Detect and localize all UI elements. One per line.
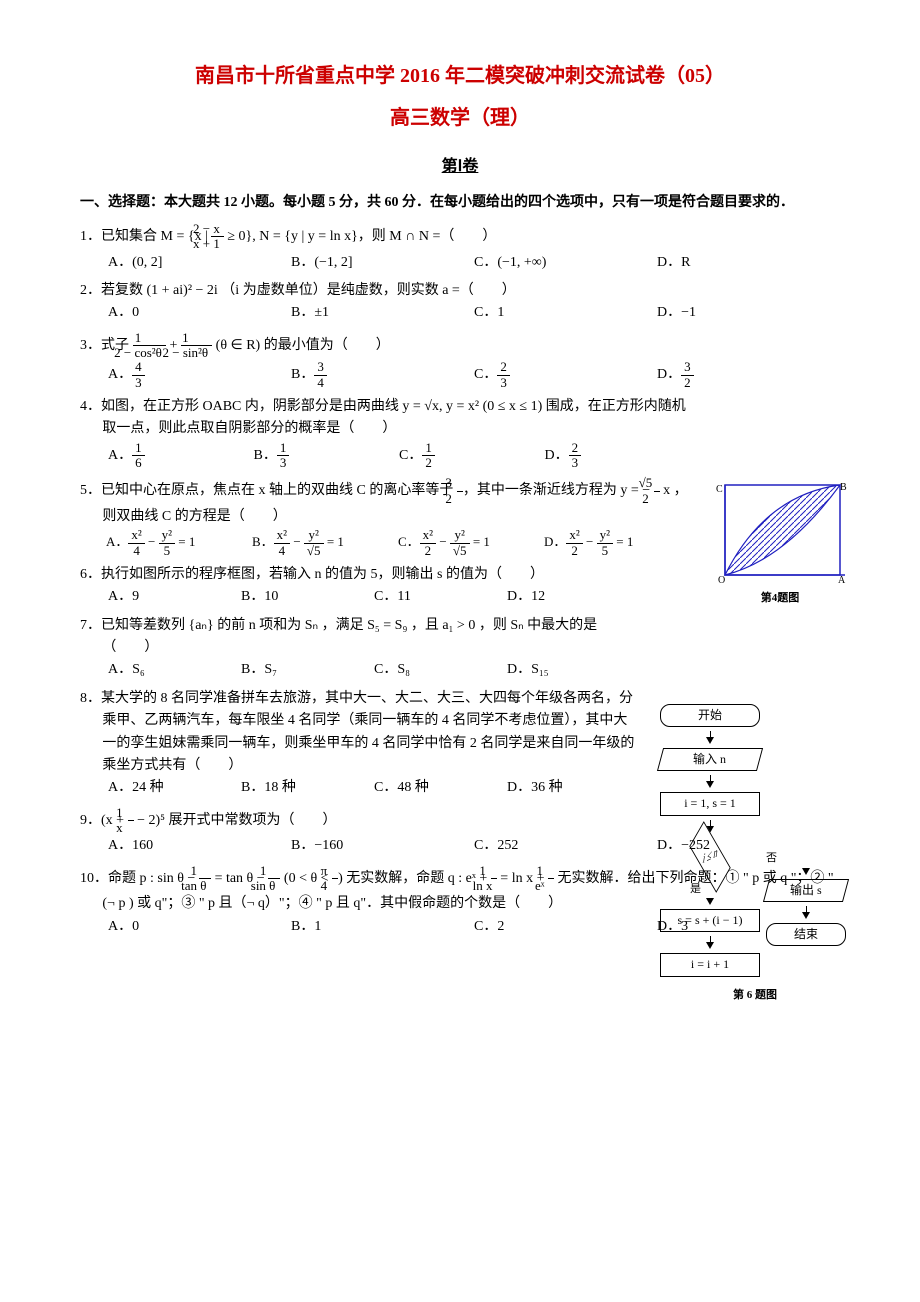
q5-opt-a: A．x²4 − y²5 = 1 bbox=[106, 528, 252, 558]
q4-options: A．16 B．13 C．12 D．23 bbox=[80, 441, 690, 471]
q8-num: 8． bbox=[80, 691, 101, 706]
q7-text: 已知等差数列 {aₙ} 的前 n 项和为 Sₙ ，满足 S₅ = S₉ ，且 a… bbox=[101, 618, 597, 655]
q2-opt-a: A．0 bbox=[108, 302, 291, 324]
q9-opt-b: B．−160 bbox=[291, 835, 474, 857]
q7-opt-c: C．S₈ bbox=[374, 659, 507, 681]
q3-frac1: 12 − cos²θ bbox=[133, 331, 166, 361]
q10-opt-c: C．2 bbox=[474, 916, 657, 938]
q3-opt-a: A．43 bbox=[108, 360, 291, 390]
q10-opt-a: A．0 bbox=[108, 916, 291, 938]
fig6-label: 第 6 题图 bbox=[660, 987, 850, 1005]
q1-text-b: ≥ 0}, N = {y | y = ln x}，则 M ∩ N =（ ） bbox=[224, 229, 497, 244]
fig4-B: B bbox=[840, 482, 847, 493]
q9-text-b: − 2)⁵ 展开式中常数项为（ ） bbox=[134, 813, 337, 828]
q2-opt-b: B．±1 bbox=[291, 302, 474, 324]
question-4: 4．如图，在正方形 OABC 内，阴影部分是由两曲线 y = √x, y = x… bbox=[80, 396, 840, 470]
q5-opt-c: C．x²2 − y²√5 = 1 bbox=[398, 528, 544, 558]
q4-num: 4． bbox=[80, 399, 101, 414]
flow-step2: i = i + 1 bbox=[660, 953, 760, 976]
q8-opt-c: C．48 种 bbox=[374, 777, 507, 799]
q6-opt-b: B．10 bbox=[241, 586, 374, 608]
q2-opt-c: C．1 bbox=[474, 302, 657, 324]
q6-opt-a: A．9 bbox=[108, 586, 241, 608]
sub-title: 高三数学（理） bbox=[80, 102, 840, 134]
main-title: 南昌市十所省重点中学 2016 年二模突破冲刺交流试卷（05） bbox=[80, 60, 840, 92]
q9-options: A．160 B．−160 C．252 D．−252 bbox=[80, 835, 840, 857]
q6-options: A．9 B．10 C．11 D．12 bbox=[80, 586, 640, 608]
q8-opt-a: A．24 种 bbox=[108, 777, 241, 799]
q5-opt-b: B．x²4 − y²√5 = 1 bbox=[252, 528, 398, 558]
question-5: 5．已知中心在原点，焦点在 x 轴上的双曲线 C 的离心率等于 32，其中一条渐… bbox=[80, 476, 840, 558]
instructions: 一、选择题：本大题共 12 小题。每小题 5 分，共 60 分．在每小题给出的四… bbox=[80, 192, 840, 214]
q9-opt-a: A．160 bbox=[108, 835, 291, 857]
q2-num: 2． bbox=[80, 283, 101, 298]
q4-opt-a: A．16 bbox=[108, 441, 254, 471]
q4-text: 如图，在正方形 OABC 内，阴影部分是由两曲线 y = √x, y = x² … bbox=[101, 399, 686, 436]
question-9: 9．(x + 1x − 2)⁵ 展开式中常数项为（ ） A．160 B．−160… bbox=[80, 806, 840, 858]
q9-num: 9． bbox=[80, 813, 101, 828]
q1-frac: 2 − xx + 1 bbox=[211, 222, 224, 252]
q8-text: 某大学的 8 名同学准备拼车去旅游，其中大一、大二、大三、大四每个年级各两名，分… bbox=[101, 691, 634, 773]
q6-text: 执行如图所示的程序框图，若输入 n 的值为 5，则输出 s 的值为（ ） bbox=[101, 567, 544, 582]
q6-opt-c: C．11 bbox=[374, 586, 507, 608]
q7-opt-b: B．S₇ bbox=[241, 659, 374, 681]
q1-options: A．(0, 2] B．(−1, 2] C．(−1, +∞) D．R bbox=[80, 252, 840, 274]
q5-text-b: ，其中一条渐近线方程为 y = − bbox=[463, 483, 654, 498]
q9-text-a: (x + bbox=[101, 813, 128, 828]
q2-text: 若复数 (1 + ai)² − 2i （i 为虚数单位）是纯虚数，则实数 a =… bbox=[101, 283, 516, 298]
q8-opt-b: B．18 种 bbox=[241, 777, 374, 799]
q3-opt-c: C．23 bbox=[474, 360, 657, 390]
question-3: 3．式子 12 − cos²θ + 12 − sin²θ (θ ∈ R) 的最小… bbox=[80, 331, 840, 390]
q10-opt-d: D．3 bbox=[657, 916, 840, 938]
section-title: 第Ⅰ卷 bbox=[80, 154, 840, 180]
q4-opt-c: C．12 bbox=[399, 441, 545, 471]
q7-opt-d: D．S₁₅ bbox=[507, 659, 640, 681]
q9-opt-c: C．252 bbox=[474, 835, 657, 857]
q3-text-b: (θ ∈ R) 的最小值为（ ） bbox=[212, 338, 390, 353]
q8-opt-d: D．36 种 bbox=[507, 777, 640, 799]
q10-text-d: ) 无实数解，命题 q : eˣ + bbox=[338, 871, 491, 886]
q5-num: 5． bbox=[80, 483, 101, 498]
q6-num: 6． bbox=[80, 567, 101, 582]
q4-opt-d: D．23 bbox=[545, 441, 691, 471]
q3-num: 3． bbox=[80, 338, 101, 353]
q7-options: A．S₆ B．S₇ C．S₈ D．S₁₅ bbox=[80, 659, 640, 681]
q7-num: 7． bbox=[80, 618, 101, 633]
q5-text-a: 已知中心在原点，焦点在 x 轴上的双曲线 C 的离心率等于 bbox=[101, 483, 457, 498]
question-6: 6．执行如图所示的程序框图，若输入 n 的值为 5，则输出 s 的值为（ ） A… bbox=[80, 564, 840, 609]
q1-opt-d: D．R bbox=[657, 252, 840, 274]
q8-options: A．24 种 B．18 种 C．48 种 D．36 种 bbox=[80, 777, 640, 799]
q4-opt-b: B．13 bbox=[254, 441, 400, 471]
q1-opt-b: B．(−1, 2] bbox=[291, 252, 474, 274]
question-10: 10．命题 p : sin θ − 1tan θ = tan θ − 1sin … bbox=[80, 864, 840, 938]
q10-num: 10． bbox=[80, 871, 108, 886]
question-1: 1．已知集合 M = {x | 2 − xx + 1 ≥ 0}, N = {y … bbox=[80, 222, 840, 274]
question-8: 8．某大学的 8 名同学准备拼车去旅游，其中大一、大二、大三、大四每个年级各两名… bbox=[80, 688, 840, 800]
q7-opt-a: A．S₆ bbox=[108, 659, 241, 681]
q2-opt-d: D．−1 bbox=[657, 302, 840, 324]
q3-options: A．43 B．34 C．23 D．32 bbox=[80, 360, 840, 390]
q10-opt-b: B．1 bbox=[291, 916, 474, 938]
question-7: 7．已知等差数列 {aₙ} 的前 n 项和为 Sₙ ，满足 S₅ = S₉ ，且… bbox=[80, 615, 840, 682]
q3-frac2: 12 − sin²θ bbox=[181, 331, 212, 361]
q5-options: A．x²4 − y²5 = 1 B．x²4 − y²√5 = 1 C．x²2 −… bbox=[80, 528, 690, 558]
q6-opt-d: D．12 bbox=[507, 586, 640, 608]
page-root: 南昌市十所省重点中学 2016 年二模突破冲刺交流试卷（05） 高三数学（理） … bbox=[80, 60, 840, 938]
q2-options: A．0 B．±1 C．1 D．−1 bbox=[80, 302, 840, 324]
q1-opt-c: C．(−1, +∞) bbox=[474, 252, 657, 274]
q1-opt-a: A．(0, 2] bbox=[108, 252, 291, 274]
q1-num: 1． bbox=[80, 229, 101, 244]
q3-opt-d: D．32 bbox=[657, 360, 840, 390]
q9-opt-d: D．−252 bbox=[657, 835, 840, 857]
q10-options: A．0 B．1 C．2 D．3 bbox=[80, 916, 840, 938]
q3-opt-b: B．34 bbox=[291, 360, 474, 390]
q5-opt-d: D．x²2 − y²5 = 1 bbox=[544, 528, 690, 558]
question-2: 2．若复数 (1 + ai)² − 2i （i 为虚数单位）是纯虚数，则实数 a… bbox=[80, 280, 840, 325]
